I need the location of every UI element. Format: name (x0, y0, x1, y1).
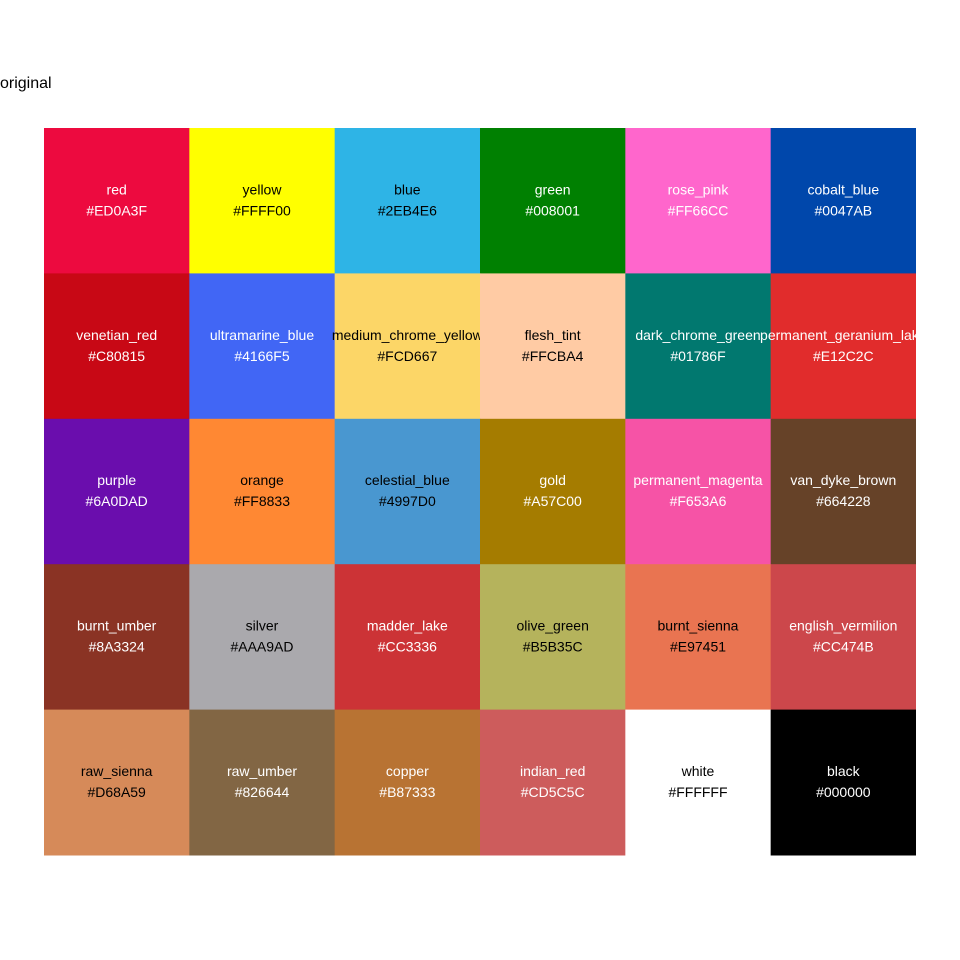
swatch-name: celestial_blue (365, 472, 450, 488)
swatch-hex: #CD5C5C (521, 784, 585, 800)
swatch-hex: #664228 (816, 493, 871, 509)
swatch-hex: #008001 (525, 202, 580, 218)
swatch (189, 128, 336, 274)
swatch-hex: #C80815 (88, 348, 145, 364)
swatch (770, 709, 916, 856)
swatch-hex: #0047AB (815, 202, 873, 218)
swatch-name: raw_sienna (81, 763, 153, 779)
swatch-name: permanent_magenta (633, 472, 762, 488)
swatch-name: black (827, 763, 861, 779)
swatch-hex: #826644 (235, 784, 290, 800)
swatch-hex: #FF8833 (234, 493, 290, 509)
swatch (770, 273, 916, 420)
swatch-hex: #FCD667 (377, 348, 437, 364)
swatch-hex: #B5B35C (523, 639, 583, 655)
swatch (480, 564, 626, 711)
swatch-name: olive_green (516, 618, 588, 634)
swatch-name: medium_chrome_yellow (332, 327, 484, 343)
swatch-name: dark_chrome_green (635, 327, 760, 343)
swatch (334, 128, 481, 274)
swatch-hex: #F653A6 (670, 493, 727, 509)
swatch-name: orange (240, 472, 284, 488)
swatch (480, 418, 626, 565)
swatch-name: rose_pink (668, 181, 730, 197)
swatch-name: cobalt_blue (808, 181, 880, 197)
swatch (189, 418, 336, 565)
swatch-hex: #ED0A3F (86, 202, 147, 218)
swatch (334, 418, 481, 565)
swatch-name: indian_red (520, 763, 585, 779)
swatch (189, 709, 336, 856)
swatch-name: copper (386, 763, 429, 779)
swatch (770, 564, 916, 711)
swatch (625, 273, 772, 420)
swatch (625, 418, 772, 565)
swatch (770, 418, 916, 565)
swatch (480, 273, 626, 420)
swatch (334, 564, 481, 711)
swatch-hex: #01786F (670, 348, 725, 364)
swatch-name: ultramarine_blue (210, 327, 314, 343)
swatch (480, 128, 626, 274)
swatch-name: madder_lake (367, 618, 448, 634)
swatch-hex: #D68A59 (87, 784, 146, 800)
swatch-hex: #FFFFFF (668, 784, 727, 800)
swatch-name: raw_umber (227, 763, 297, 779)
swatch (44, 273, 190, 420)
swatch-name: yellow (243, 181, 283, 197)
swatch-hex: #8A3324 (89, 639, 145, 655)
swatch-name: purple (97, 472, 136, 488)
swatch-hex: #FF66CC (668, 202, 729, 218)
swatch (625, 709, 772, 856)
swatch-hex: #4997D0 (379, 493, 436, 509)
swatch-name: venetian_red (76, 327, 157, 343)
swatch-hex: #6A0DAD (86, 493, 148, 509)
swatch-hex: #B87333 (379, 784, 435, 800)
swatch-name: white (681, 763, 715, 779)
swatch (189, 564, 336, 711)
swatch-name: gold (539, 472, 565, 488)
swatch-name: van_dyke_brown (790, 472, 896, 488)
swatch-hex: #FFFF00 (233, 202, 291, 218)
swatch-hex: #FFCBA4 (522, 348, 584, 364)
swatch-grid: red #ED0A3F yellow #FFFF00 blue #2EB4E6 green #… (44, 128, 927, 856)
swatch (480, 709, 626, 856)
swatch-hex: #AAA9AD (230, 639, 293, 655)
swatch-name: permanent_geranium_lake (760, 327, 927, 343)
swatch (44, 418, 190, 565)
swatch-hex: #4166F5 (234, 348, 289, 364)
swatch (44, 564, 190, 711)
swatch (770, 128, 916, 274)
swatch-hex: #2EB4E6 (378, 202, 437, 218)
swatch (334, 273, 481, 420)
swatch-hex: #E12C2C (813, 348, 874, 364)
swatch-hex: #CC3336 (378, 639, 437, 655)
swatch-name: blue (394, 181, 421, 197)
title: original (0, 75, 52, 92)
swatch (334, 709, 481, 856)
swatch (189, 273, 336, 420)
swatch-name: burnt_sienna (658, 618, 739, 634)
swatch (625, 128, 772, 274)
swatch-name: english_vermilion (789, 618, 897, 634)
swatch-name: silver (246, 618, 279, 634)
swatch-name: red (107, 181, 127, 197)
swatch-hex: #000000 (816, 784, 871, 800)
swatch (44, 128, 190, 274)
swatch (625, 564, 772, 711)
swatch-name: burnt_umber (77, 618, 157, 634)
swatch-hex: #A57C00 (523, 493, 582, 509)
swatch-hex: #CC474B (813, 639, 874, 655)
swatch-name: flesh_tint (525, 327, 581, 343)
swatch-hex: #E97451 (670, 639, 726, 655)
swatch-name: green (535, 181, 571, 197)
swatch (44, 709, 190, 856)
